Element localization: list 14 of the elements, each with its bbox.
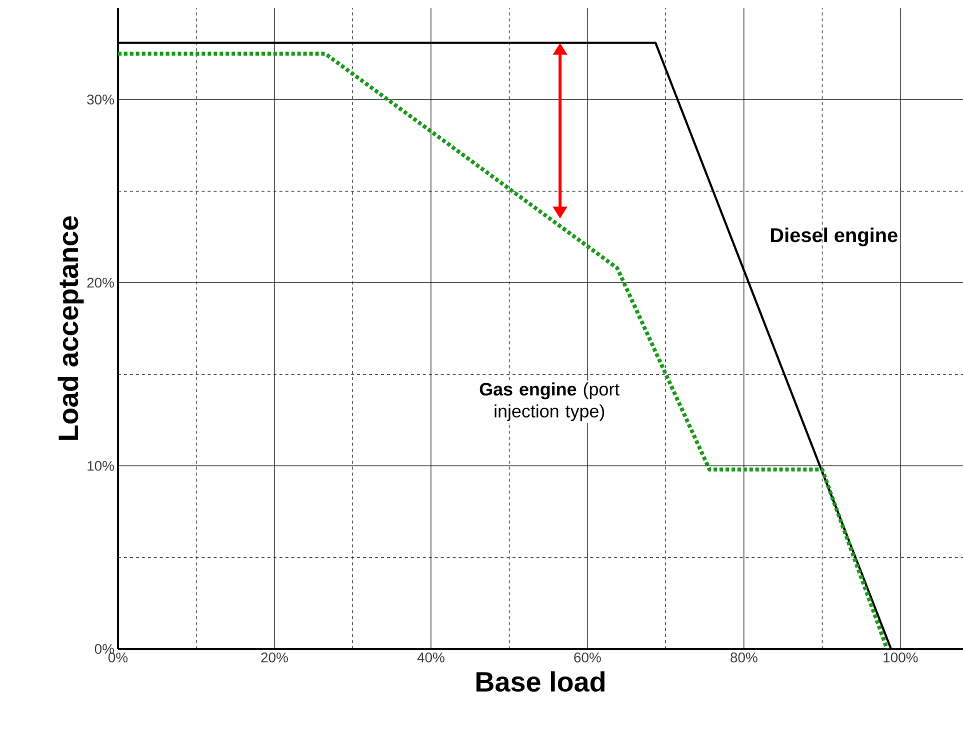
x-tick-label: 80% [730,652,758,662]
text: Gas engine (port injection type) [480,382,620,422]
y-tick-label: 20% [87,278,114,288]
y-tick-label: 30% [87,94,114,105]
series-label: Diesel engine [771,228,898,246]
y-tick-label: 10% [88,460,114,471]
y-tick-label: 0% [94,644,114,654]
x-tick-label: 100% [884,652,918,662]
x-tick-label: 60% [574,652,601,662]
x-tick-label: 20% [261,652,288,662]
x-axis-title: Base load [476,671,605,692]
x-tick-label: 40% [417,652,444,662]
x-tick-label: 0% [108,652,128,662]
y-axis-title: Load acceptance [58,216,84,440]
